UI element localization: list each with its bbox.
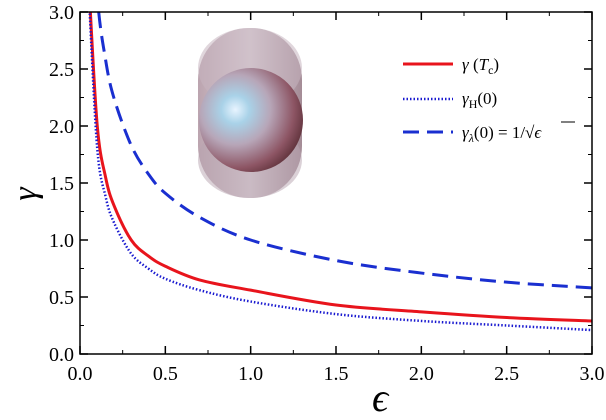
y-tick-label: 0.0 <box>49 344 74 366</box>
series-line-gamma-lambda <box>97 12 592 290</box>
y-tick-label: 3.0 <box>49 2 74 24</box>
legend-label-gamma-h: γH(0) <box>462 89 497 111</box>
x-tick-label: 0.0 <box>68 363 93 385</box>
series-line-gamma-tc <box>88 12 592 323</box>
inset-spheroid-image <box>198 28 303 198</box>
y-tick-label: 0.5 <box>49 287 74 309</box>
x-tick-label: 1.0 <box>238 363 263 385</box>
y-axis-title: γ <box>7 186 44 201</box>
legend-label-gamma-tc: γ (Tc) <box>462 55 499 77</box>
y-tick-label: 1.5 <box>49 173 74 195</box>
x-tick-label: 2.5 <box>494 363 519 385</box>
x-axis-title: ϵ <box>372 375 390 420</box>
x-tick-label: 1.5 <box>324 363 349 385</box>
y-tick-label: 1.0 <box>49 230 74 252</box>
series-line-gamma-h <box>88 12 592 332</box>
x-tick-label: 2.0 <box>409 363 434 385</box>
legend-label-gamma-lambda: γλ(0) = 1/√ϵ <box>462 123 542 145</box>
shaded-sphere <box>199 68 303 172</box>
y-tick-label: 2.0 <box>49 116 74 138</box>
legend: γ (Tc) γH(0) γλ(0) = 1/√ϵ <box>403 55 575 145</box>
x-tick-label: 0.5 <box>153 363 178 385</box>
y-tick-label: 2.5 <box>49 59 74 81</box>
x-tick-label: 3.0 <box>580 363 605 385</box>
